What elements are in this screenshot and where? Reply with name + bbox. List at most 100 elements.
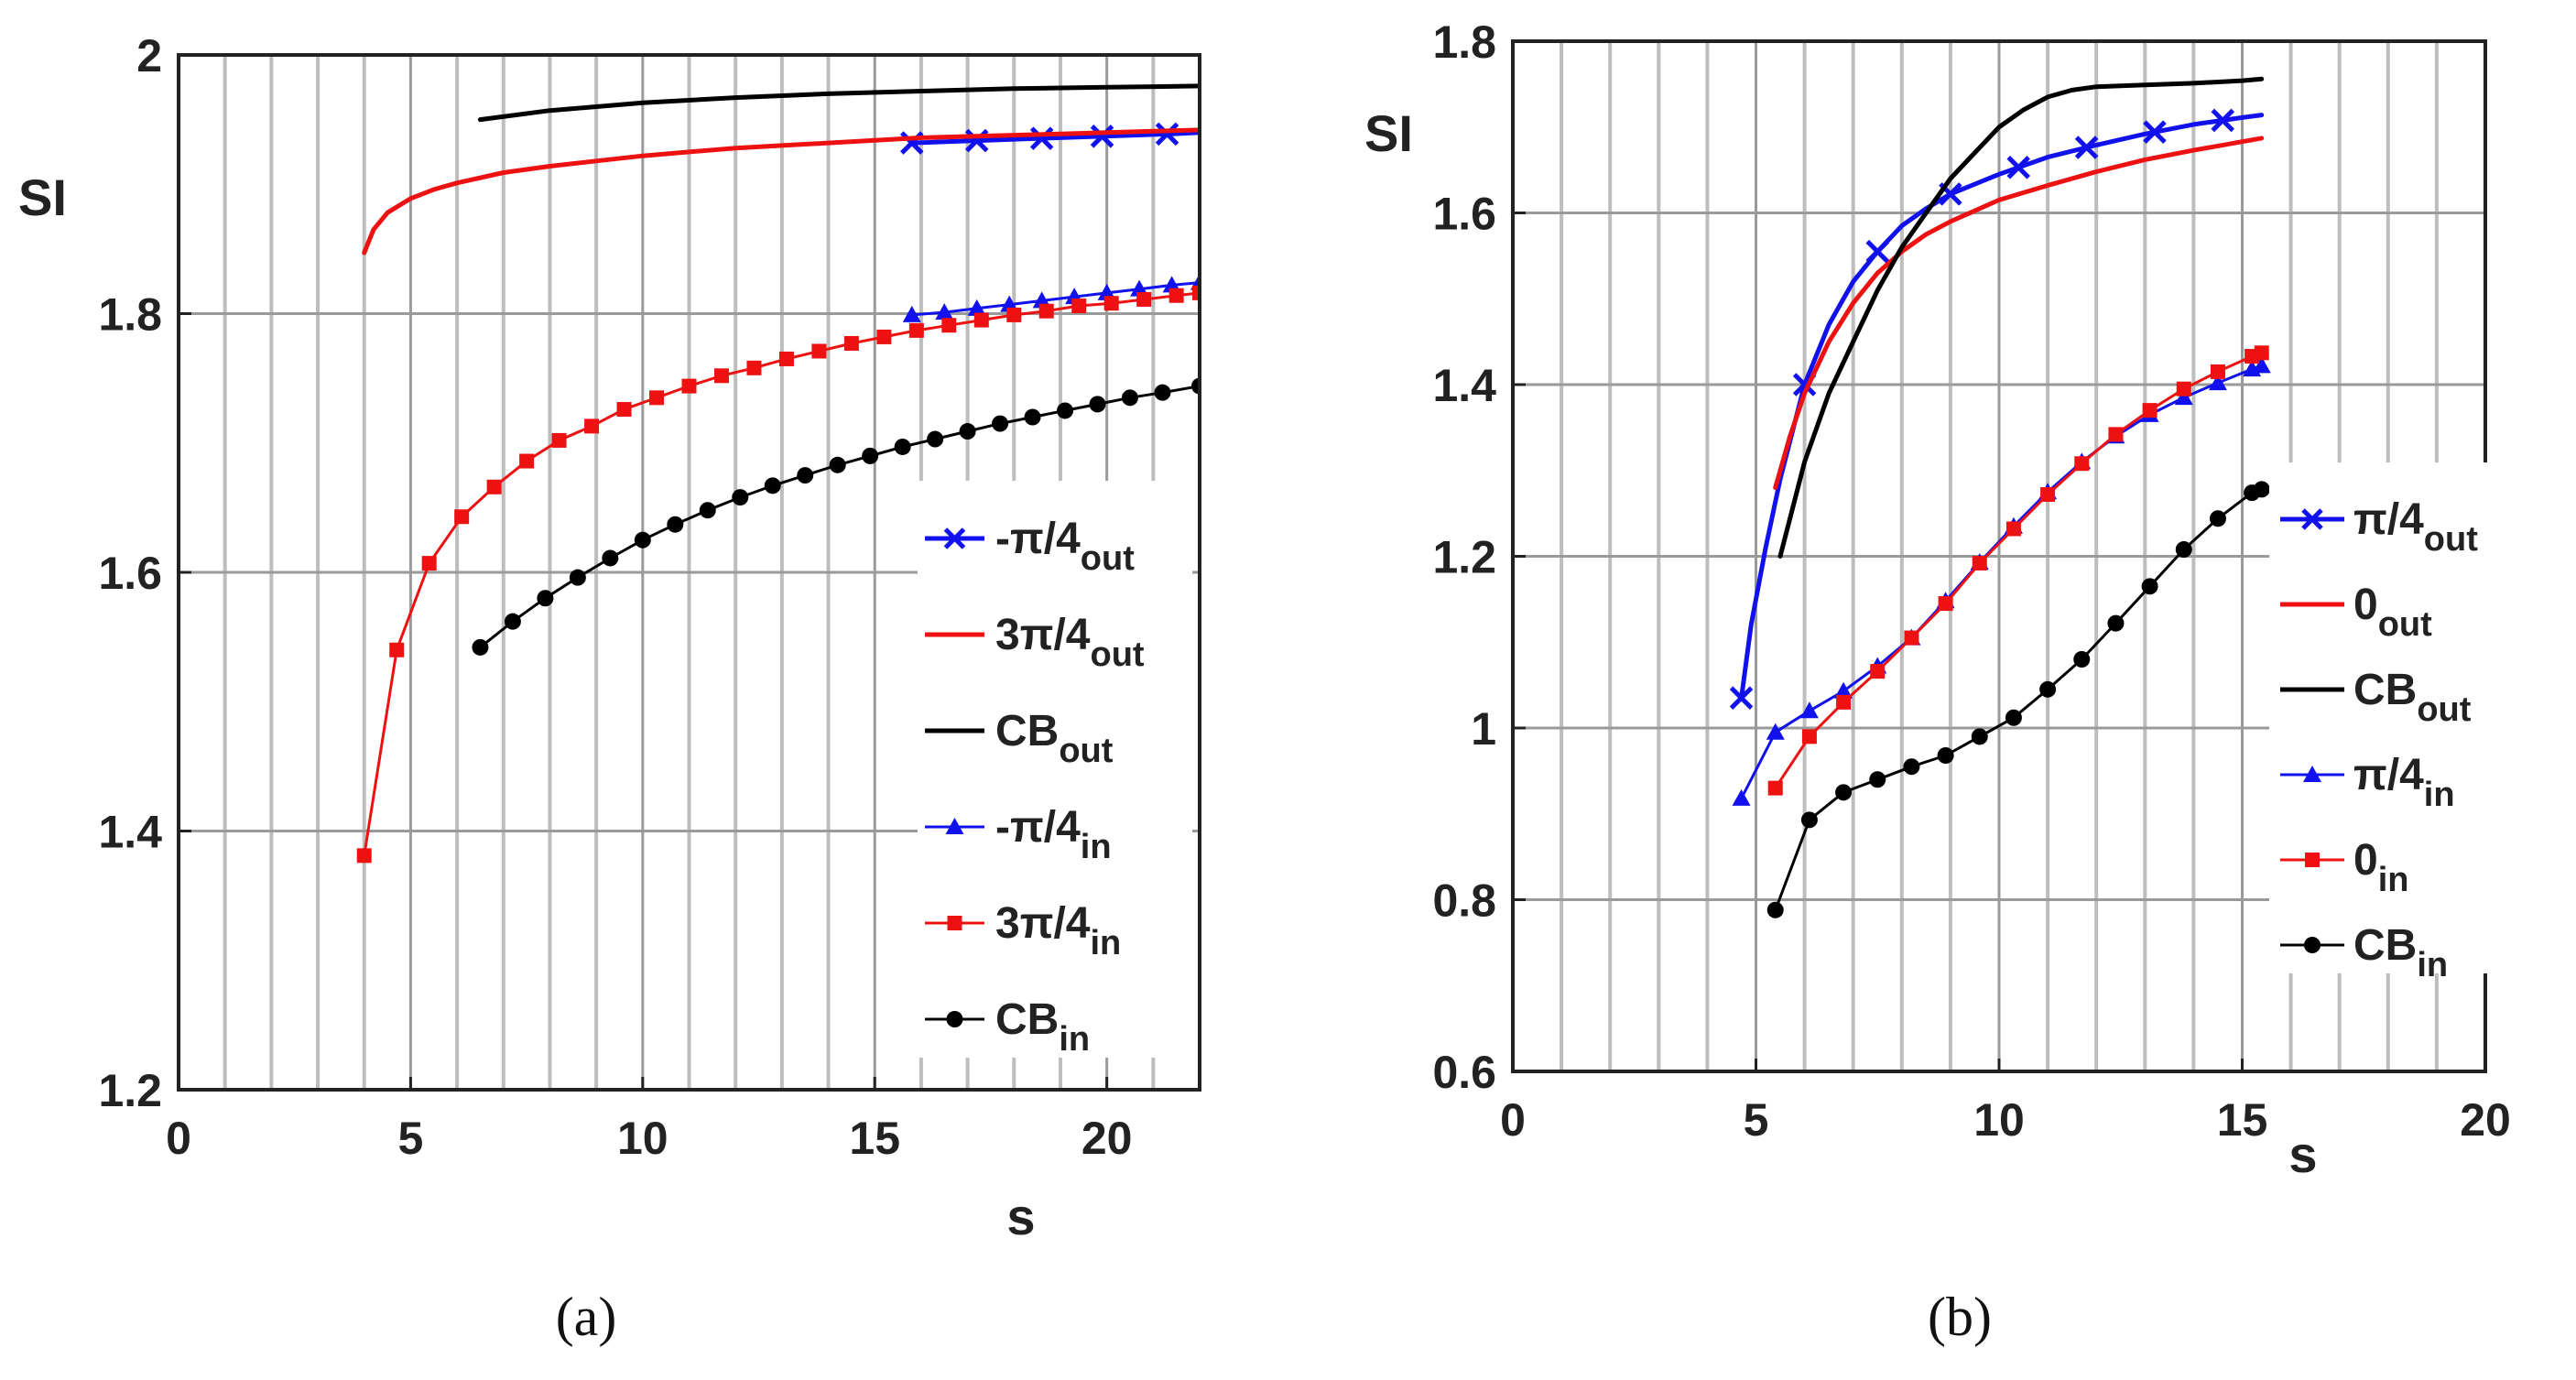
data-point — [797, 467, 814, 484]
data-point — [1006, 307, 1022, 322]
x-tick-label: 10 — [1973, 1094, 2025, 1146]
legend-box — [2269, 462, 2512, 973]
data-point — [967, 299, 986, 316]
legend-label: CBin — [2353, 921, 2448, 984]
x-tick-label: 5 — [1744, 1094, 1769, 1146]
series-black-in-5-line — [1774, 487, 2264, 912]
data-point — [2005, 521, 2021, 537]
y-tick-label: 0.8 — [1432, 875, 1496, 927]
x-tick-label: 0 — [1500, 1094, 1526, 1146]
data-point — [1903, 758, 1920, 776]
series-red-in-4-line — [1774, 351, 2264, 790]
data-point — [992, 415, 1009, 432]
data-point — [1836, 694, 1852, 710]
data-point — [1192, 285, 1200, 300]
data-point — [1834, 681, 1853, 699]
y-tick-label: 1.2 — [98, 1065, 162, 1116]
legend-marker — [2301, 508, 2323, 530]
data-point — [1865, 239, 1890, 264]
data-point — [2253, 481, 2270, 498]
x-tick-label: 5 — [398, 1113, 424, 1164]
series-red-in-4 — [1767, 345, 2269, 796]
x-tick-label: 0 — [166, 1113, 191, 1164]
y-tick-label: 1.8 — [1432, 16, 1496, 68]
legend-label: CBout — [2353, 666, 2472, 729]
x-tick-label: 20 — [1081, 1113, 1133, 1164]
data-point — [2005, 709, 2022, 726]
data-point — [2254, 345, 2269, 361]
data-point — [634, 531, 651, 549]
legend-label: π/4in — [2353, 751, 2455, 814]
series-red-in-4 — [356, 285, 1200, 864]
data-point — [1767, 780, 1783, 796]
data-point — [472, 638, 489, 656]
y-tick-label: 1.8 — [98, 289, 162, 341]
series-red-out-1 — [1773, 136, 2265, 490]
legend-label: CBout — [995, 707, 1114, 770]
data-point — [1971, 728, 1988, 745]
data-point — [389, 642, 405, 657]
data-point — [2141, 578, 2158, 595]
data-point — [778, 351, 794, 366]
legend-label: -π/4in — [995, 803, 1112, 866]
data-point — [876, 329, 892, 344]
data-point — [2108, 427, 2124, 442]
series-blue-out-0 — [1729, 108, 2265, 710]
legend-label: CBin — [995, 995, 1090, 1059]
data-point — [1799, 701, 1819, 719]
data-point — [2142, 403, 2158, 418]
series-black-in-5 — [472, 377, 1200, 656]
x-axis-label: s — [2288, 1125, 2317, 1183]
data-point — [356, 848, 372, 864]
data-point — [941, 318, 957, 333]
legend-marker — [946, 1011, 963, 1027]
data-point — [519, 453, 535, 469]
legend-label: π/4out — [2353, 495, 2478, 559]
data-point — [2175, 541, 2192, 558]
legend-marker — [2304, 937, 2321, 953]
data-point — [2211, 108, 2235, 133]
data-point — [2143, 120, 2167, 144]
panel-label: (a) — [556, 1287, 617, 1347]
y-tick-label: 1.6 — [98, 548, 162, 599]
data-point — [1024, 408, 1041, 426]
data-point — [1904, 630, 1919, 646]
series-black-out-2 — [477, 83, 1200, 123]
data-point — [1121, 389, 1138, 407]
data-point — [764, 477, 781, 494]
x-axis-label: s — [1006, 1188, 1035, 1245]
data-point — [1800, 811, 1818, 829]
y-axis-label: SI — [1364, 104, 1413, 162]
data-point — [1154, 384, 1171, 401]
data-point — [935, 303, 954, 321]
data-point — [973, 312, 989, 328]
data-point — [732, 489, 749, 506]
data-point — [2208, 374, 2227, 391]
x-tick-label: 20 — [2460, 1094, 2511, 1146]
series-blue-in-3-line — [910, 281, 1200, 317]
series-black-out-2-line — [1777, 76, 2265, 559]
data-point — [584, 418, 600, 434]
legend-marker — [947, 916, 962, 930]
legend-label: 0out — [2353, 581, 2432, 644]
data-point — [713, 368, 729, 384]
data-point — [894, 438, 911, 455]
data-point — [2073, 651, 2091, 668]
data-point — [1766, 901, 1784, 918]
y-tick-label: 1.4 — [98, 807, 162, 858]
legend-label: -π/4out — [995, 515, 1135, 578]
data-point — [616, 402, 632, 418]
chart-panel-a: 0 5 10 15 20 1.2 1.4 1.6 1.8 2 SI s -π/4out 3π/4out CB… — [18, 30, 1201, 1347]
data-point — [1732, 788, 1751, 806]
data-point — [421, 556, 437, 571]
legend: π/4out 0out CBout π/4in 0in CBin — [2269, 462, 2512, 984]
data-point — [1729, 686, 1754, 710]
data-point — [1089, 396, 1106, 413]
data-point — [862, 447, 879, 464]
data-point — [1835, 784, 1853, 801]
data-point — [959, 423, 976, 440]
legend-entry: 0out — [2280, 581, 2432, 644]
data-point — [927, 430, 944, 448]
data-point — [454, 509, 470, 525]
